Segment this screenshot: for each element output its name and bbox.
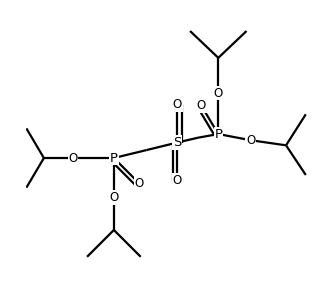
Text: O: O	[173, 174, 182, 187]
Text: O: O	[135, 177, 144, 190]
Text: O: O	[68, 152, 78, 164]
Text: S: S	[173, 136, 182, 149]
Text: O: O	[109, 191, 119, 204]
Text: O: O	[246, 134, 255, 147]
Text: O: O	[197, 99, 206, 112]
Text: P: P	[214, 127, 222, 141]
Text: P: P	[110, 152, 118, 164]
Text: O: O	[214, 87, 223, 100]
Text: O: O	[173, 98, 182, 111]
